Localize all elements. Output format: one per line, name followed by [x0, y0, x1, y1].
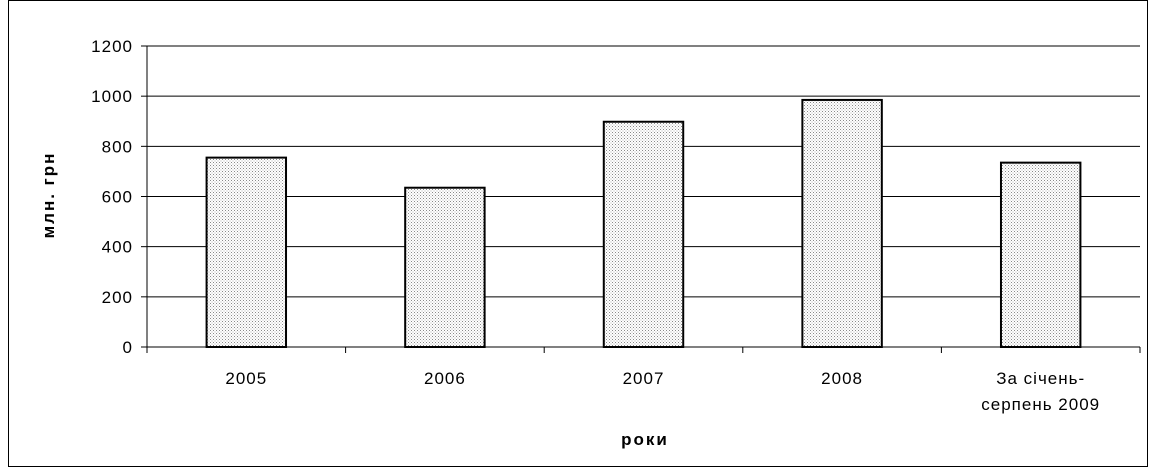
x-tick-label: 2008	[821, 369, 863, 388]
y-tick-label: 1000	[91, 87, 133, 106]
y-tick-label: 600	[102, 188, 133, 207]
x-tick-label: За січень-серпень 2009	[981, 369, 1100, 414]
y-axis-title: млн. грн	[39, 152, 58, 239]
y-tick-label: 1200	[91, 37, 133, 56]
x-axis-title: роки	[621, 430, 669, 449]
y-tick-label: 0	[123, 338, 133, 357]
tick-labels: 0 200 400 600 800 1000 1200 2005 2006 2007 2008 За …	[91, 37, 1100, 414]
bar	[205, 156, 288, 348]
y-title-clip	[59, 130, 73, 260]
axes	[141, 45, 1141, 353]
bar	[404, 186, 486, 348]
y-tick-label: 800	[102, 137, 133, 156]
x-tick-label: 2007	[623, 369, 665, 388]
bar	[999, 161, 1082, 348]
bars	[205, 98, 1082, 348]
bar	[801, 98, 883, 348]
gridlines	[147, 45, 1140, 298]
bar	[602, 120, 685, 348]
y-tick-label: 400	[102, 238, 133, 257]
chart-frame	[8, 0, 1148, 467]
x-tick-label: 2006	[424, 369, 466, 388]
y-tick-label: 200	[102, 288, 133, 307]
x-tick-label: 2005	[225, 369, 267, 388]
